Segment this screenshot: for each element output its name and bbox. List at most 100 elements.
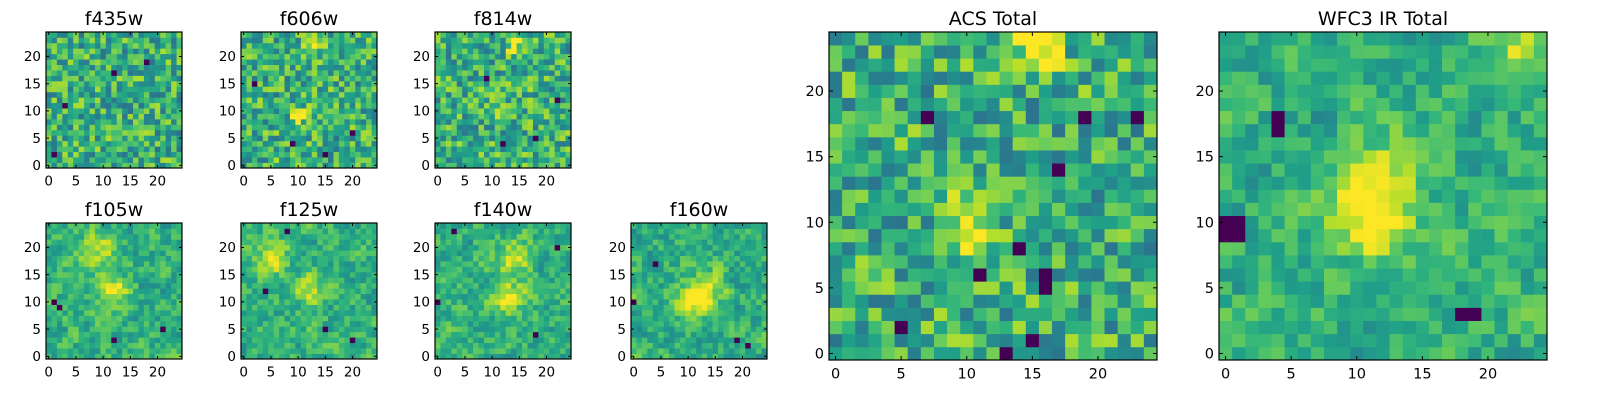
heatmap-pixel	[451, 266, 458, 273]
heatmap-pixel	[295, 86, 302, 93]
heatmap-pixel	[371, 124, 378, 131]
heatmap-pixel	[750, 320, 757, 327]
heatmap-pixel	[652, 228, 659, 235]
heatmap-pixel	[451, 102, 458, 109]
heatmap-pixel	[105, 146, 112, 153]
heatmap-pixel	[149, 315, 156, 322]
y-tick-label: 5	[421, 322, 430, 338]
heatmap-pixel	[554, 331, 561, 338]
heatmap-pixel	[440, 135, 447, 142]
heatmap-pixel	[116, 102, 123, 109]
heatmap-pixel	[1091, 241, 1105, 256]
y-tick-label: 20	[24, 49, 41, 65]
heatmap-pixel	[344, 342, 351, 349]
heatmap-pixel	[171, 124, 177, 131]
heatmap-pixel	[739, 315, 746, 322]
heatmap-pixel	[311, 320, 318, 327]
heatmap-pixel	[554, 239, 561, 246]
heatmap-pixel	[84, 70, 90, 76]
heatmap-pixel	[262, 86, 269, 93]
heatmap-pixel	[176, 304, 183, 311]
heatmap-pixel	[133, 233, 139, 240]
heatmap-pixel	[527, 119, 534, 125]
heatmap-pixel	[500, 64, 507, 71]
heatmap-pixel	[445, 162, 452, 169]
heatmap-pixel	[56, 86, 63, 93]
heatmap-pixel	[138, 282, 145, 289]
heatmap-pixel	[273, 124, 280, 131]
x-tick-label: 10	[484, 365, 501, 381]
heatmap-pixel	[750, 293, 757, 300]
heatmap-pixel	[355, 59, 362, 65]
heatmap-pixel	[478, 233, 485, 240]
heatmap-pixel	[94, 135, 101, 142]
heatmap-pixel	[973, 320, 987, 335]
heatmap-pixel	[67, 124, 74, 131]
heatmap-pixel	[111, 80, 118, 87]
y-tick-label: 15	[609, 267, 626, 283]
heatmap-pixel	[338, 353, 345, 360]
heatmap-pixel	[338, 140, 345, 147]
heatmap-pixel	[262, 108, 269, 114]
heatmap-pixel	[652, 304, 659, 311]
heatmap-pixel	[62, 320, 69, 327]
heatmap-pixel	[284, 250, 291, 256]
heatmap-pixel	[761, 337, 768, 344]
heatmap-pixel	[289, 320, 296, 327]
heatmap-pixel	[734, 233, 741, 240]
heatmap-pixel	[133, 304, 139, 311]
heatmap-pixel	[251, 48, 258, 55]
heatmap-pixel	[133, 266, 139, 273]
heatmap-pixel	[311, 342, 318, 349]
heatmap-pixel	[295, 64, 302, 71]
heatmap-pixel	[532, 108, 539, 114]
heatmap-pixel	[84, 97, 90, 104]
heatmap-pixel	[522, 342, 528, 349]
heatmap-pixel	[445, 310, 452, 316]
heatmap-pixel	[105, 353, 112, 360]
heatmap-pixel	[440, 157, 447, 163]
heatmap-pixel	[750, 304, 757, 311]
heatmap-pixel	[718, 299, 724, 305]
heatmap-pixel	[756, 326, 762, 333]
heatmap-pixel	[451, 157, 458, 163]
heatmap-pixel	[122, 70, 128, 76]
heatmap-pixel	[241, 320, 247, 327]
heatmap-pixel	[251, 53, 258, 60]
heatmap-pixel	[138, 244, 145, 251]
heatmap-pixel	[257, 157, 264, 163]
heatmap-pixel	[111, 293, 118, 300]
heatmap-pixel	[723, 310, 730, 316]
heatmap-pixel	[171, 250, 177, 256]
heatmap-pixel	[127, 48, 134, 55]
heatmap-pixel	[527, 162, 534, 169]
heatmap-pixel	[868, 281, 882, 295]
heatmap-pixel	[489, 277, 496, 284]
heatmap-pixel	[171, 113, 177, 120]
heatmap-pixel	[690, 282, 697, 289]
heatmap-pixel	[456, 64, 463, 71]
heatmap-pixel	[176, 293, 183, 300]
heatmap-pixel	[440, 75, 447, 82]
heatmap-pixel	[73, 261, 79, 267]
heatmap-pixel	[522, 64, 528, 71]
heatmap-pixel	[355, 342, 362, 349]
heatmap-pixel	[84, 239, 90, 246]
heatmap-pixel	[636, 342, 643, 349]
heatmap-pixel	[78, 244, 85, 251]
heatmap-pixel	[262, 53, 269, 60]
heatmap-pixel	[696, 331, 703, 338]
heatmap-pixel	[549, 151, 556, 158]
heatmap-pixel	[723, 299, 730, 305]
heatmap-pixel	[907, 202, 922, 217]
heatmap-pixel	[295, 97, 302, 104]
heatmap-pixel	[658, 233, 664, 240]
heatmap-pixel	[160, 353, 167, 360]
heatmap-pixel	[333, 353, 340, 360]
heatmap-pixel	[94, 91, 101, 98]
heatmap-pixel	[333, 70, 340, 76]
heatmap-pixel	[516, 75, 523, 82]
heatmap-pixel	[920, 320, 935, 335]
heatmap-pixel	[745, 315, 752, 322]
heatmap-pixel	[933, 228, 948, 243]
